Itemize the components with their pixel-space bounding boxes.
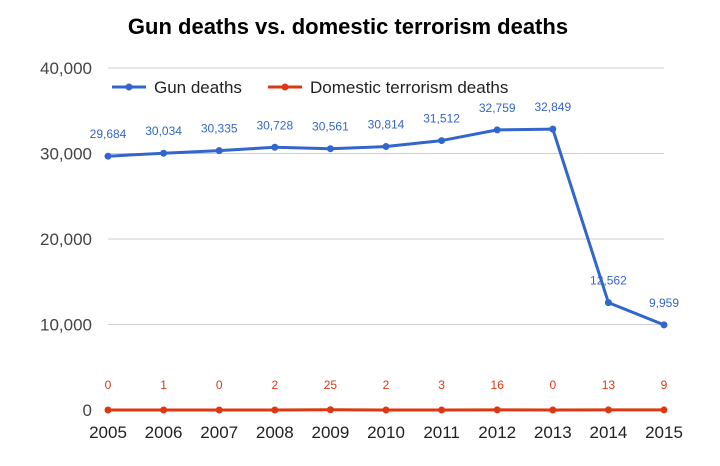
data-label: 30,034 [145,124,182,138]
data-point[interactable] [438,137,446,145]
legend-marker [281,83,289,91]
data-point[interactable] [104,152,112,160]
data-label: 30,561 [312,120,349,134]
data-label: 32,849 [534,100,571,114]
data-point[interactable] [326,145,334,153]
y-tick-label: 0 [83,401,92,420]
data-point[interactable] [160,149,168,157]
data-label: 9,959 [649,296,679,310]
data-label: 13 [602,378,616,392]
data-point[interactable] [215,406,223,414]
x-tick-label: 2011 [423,423,460,442]
data-label: 31,512 [423,112,460,126]
data-label: 25 [324,378,338,392]
series-line-0 [107,127,665,327]
chart-title: Gun deaths vs. domestic terrorism deaths [128,14,568,39]
data-label: 32,759 [479,101,516,115]
data-point[interactable] [215,147,223,155]
data-label: 0 [216,378,223,392]
data-label: 1 [160,378,167,392]
data-label: 3 [438,378,445,392]
data-point[interactable] [549,406,557,414]
series-lines [104,125,668,414]
data-label: 12,562 [590,274,627,288]
data-point[interactable] [326,406,334,414]
data-label: 9 [661,378,668,392]
x-tick-label: 2005 [89,423,127,442]
legend-label: Gun deaths [154,78,242,97]
data-labels: 29,684 30,034 30,335 30,728 30,561 30,814 31,5… [90,100,680,392]
x-tick-label: 2014 [589,423,627,442]
x-tick-label: 2009 [311,423,349,442]
data-point[interactable] [549,125,557,133]
legend-label: Domestic terrorism deaths [310,78,508,97]
y-tick-label: 10,000 [40,316,92,335]
legend[interactable]: Gun deaths Domestic terrorism deaths [112,78,508,97]
x-tick-label: 2010 [367,423,405,442]
data-point[interactable] [271,143,279,151]
data-point[interactable] [382,143,390,151]
y-tick-label: 40,000 [40,59,92,78]
x-axis-ticks: 2005 2006 2007 2008 2009 2010 2011 2012 2013 2014… [89,423,683,442]
data-label: 29,684 [90,127,127,141]
y-axis-ticks: 0 10,000 20,000 30,000 40,000 [40,59,92,420]
data-point[interactable] [271,406,279,414]
x-tick-label: 2006 [145,423,183,442]
data-point[interactable] [604,299,612,307]
data-label: 30,728 [256,118,293,132]
data-label: 30,335 [201,122,238,136]
x-tick-label: 2007 [200,423,238,442]
data-point[interactable] [104,406,112,414]
data-label: 0 [105,378,112,392]
y-tick-label: 20,000 [40,230,92,249]
data-label: 2 [271,378,278,392]
data-point[interactable] [382,406,390,414]
data-point[interactable] [493,406,501,414]
x-tick-label: 2015 [645,423,683,442]
data-point[interactable] [160,406,168,414]
data-point[interactable] [493,126,501,134]
x-tick-label: 2013 [534,423,572,442]
data-point[interactable] [604,406,612,414]
data-point[interactable] [660,321,668,329]
data-label: 0 [549,378,556,392]
x-tick-label: 2012 [478,423,516,442]
data-label: 16 [491,378,505,392]
data-label: 30,814 [368,118,405,132]
y-tick-label: 30,000 [40,145,92,164]
legend-item-1[interactable]: Domestic terrorism deaths [268,78,508,97]
legend-item-0[interactable]: Gun deaths [112,78,242,97]
x-tick-label: 2008 [256,423,294,442]
legend-marker [125,83,133,91]
data-point[interactable] [438,406,446,414]
data-label: 2 [383,378,390,392]
data-point[interactable] [660,406,668,414]
